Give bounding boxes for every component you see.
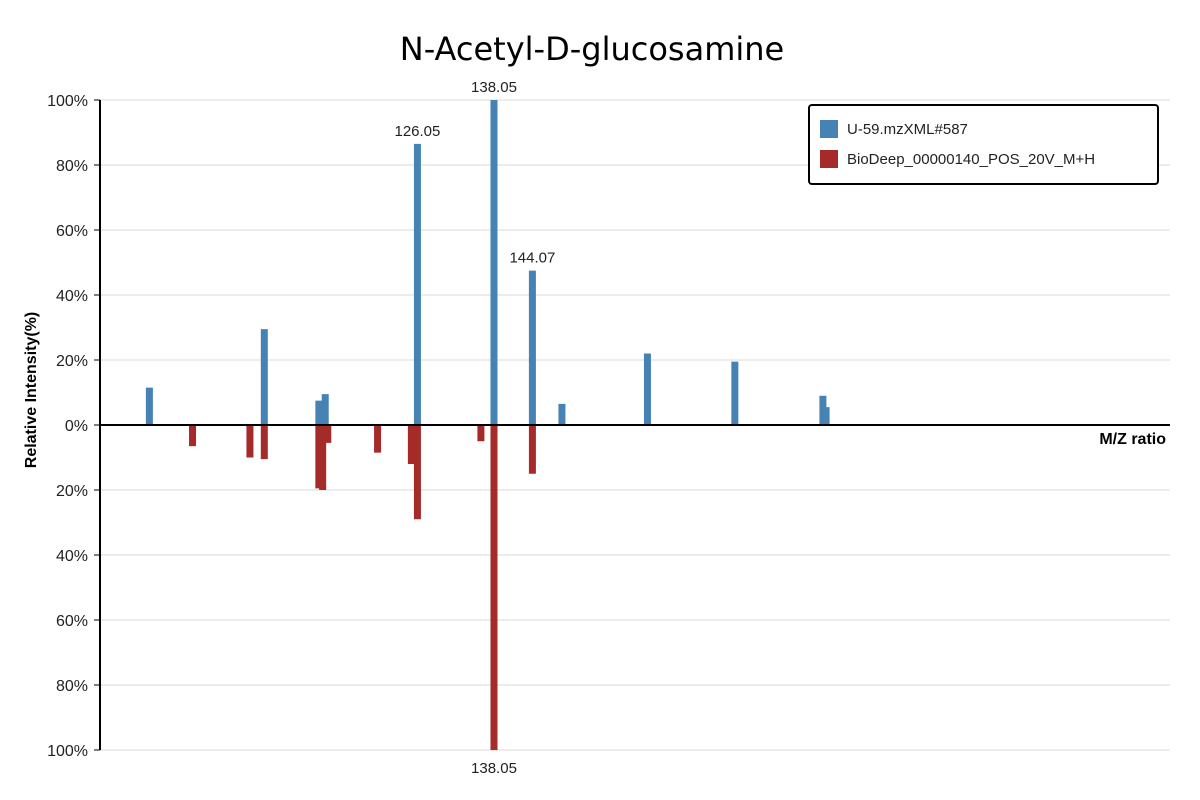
peak-mz-label: 126.05 [394,123,440,140]
peak-bars [145,100,830,750]
y-tick-label: 40% [56,548,88,565]
query-peak-bar [321,394,329,426]
reference-peak-bar [528,425,536,474]
query-peak-bar [413,143,421,426]
query-peak-bar [643,353,651,425]
grid-lines [100,99,1170,751]
y-tick-label: 20% [56,483,88,500]
reference-peak-bar [319,425,327,490]
query-peak-bar [317,407,325,426]
legend-box [808,104,1159,185]
legend-swatch-series-1 [820,120,838,138]
chart-title: N-Acetyl-D-glucosamine [400,30,784,68]
peak-mz-label: 138.05 [471,760,517,777]
query-peak-bar [558,403,566,426]
y-tick-label: 20% [56,353,88,370]
y-tick-label: 80% [56,678,88,695]
reference-peak-bar [407,425,415,464]
query-peak-bar [528,270,536,426]
reference-peak-bar [490,425,498,750]
query-peak-bar [145,387,153,426]
legend-label-series-2: BioDeep_00000140_POS_20V_M+H [847,151,1095,168]
y-tick-label: 60% [56,613,88,630]
query-peak-bar [260,329,268,426]
query-peak-bar [731,361,739,426]
y-tick-label: 100% [47,93,88,110]
legend-swatch-series-2 [820,150,838,168]
reference-peak-bar [374,425,382,453]
reference-peak-bar [413,425,421,520]
reference-peak-bar [315,425,323,489]
y-axis-ticks: 100% 80% 60% 40% 20% 0% 20% 40% 60% 80% 100% [47,93,100,760]
x-axis-title: M/Z ratio [1099,431,1166,448]
legend: U-59.mzXML#587 BioDeep_00000140_POS_20V_… [808,104,1159,185]
reference-peak-bar [477,425,485,442]
y-tick-label: 0% [65,418,88,435]
reference-peak-bar [246,425,254,458]
query-peak-bar [822,407,830,426]
reference-peak-bar [324,425,332,443]
y-tick-label: 60% [56,223,88,240]
peak-mz-label: 144.07 [509,250,555,267]
y-tick-label: 40% [56,288,88,305]
y-tick-label: 80% [56,158,88,175]
y-axis-title: Relative Intensity(%) [23,312,40,468]
reference-peak-bar [260,425,268,460]
peak-labels: 126.05 138.05 144.07 138.05 [394,79,555,777]
reference-peak-bar [189,425,197,447]
peak-mz-label: 138.05 [471,79,517,96]
query-peak-bar [490,100,498,425]
y-tick-label: 100% [47,743,88,760]
legend-label-series-1: U-59.mzXML#587 [847,121,968,138]
